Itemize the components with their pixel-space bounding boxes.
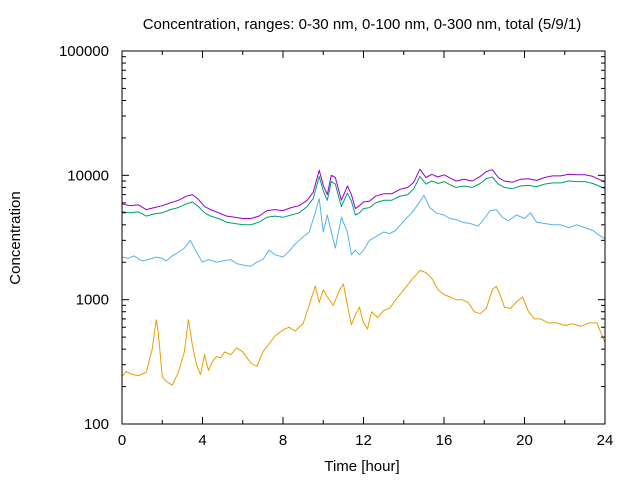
x-tick-label: 8 xyxy=(279,432,287,449)
x-axis-label: Time [hour] xyxy=(324,458,399,475)
series-line-2 xyxy=(121,194,606,267)
series-line-4 xyxy=(121,168,606,219)
x-tick-label: 20 xyxy=(516,432,533,449)
y-tick-label: 1000 xyxy=(76,292,109,309)
x-tick-label: 24 xyxy=(597,432,614,449)
y-tick-label: 100 xyxy=(84,416,109,433)
x-tick-label: 0 xyxy=(118,432,126,449)
y-tick-label: 100000 xyxy=(59,43,109,60)
x-tick-label: 16 xyxy=(436,432,453,449)
y-tick-label: 10000 xyxy=(67,167,109,184)
series-line-3 xyxy=(121,175,606,226)
x-tick-label: 4 xyxy=(198,432,206,449)
y-axis-label: Concentration xyxy=(7,191,24,284)
series-group xyxy=(121,168,606,386)
axis-ticks: 0 4 8 12 16 20 24 100 1000 10000 100000 xyxy=(59,43,613,449)
series-line-1 xyxy=(121,269,606,386)
chart-title: Concentration, ranges: 0-30 nm, 0-100 nm… xyxy=(143,16,582,33)
x-tick-label: 12 xyxy=(355,432,372,449)
